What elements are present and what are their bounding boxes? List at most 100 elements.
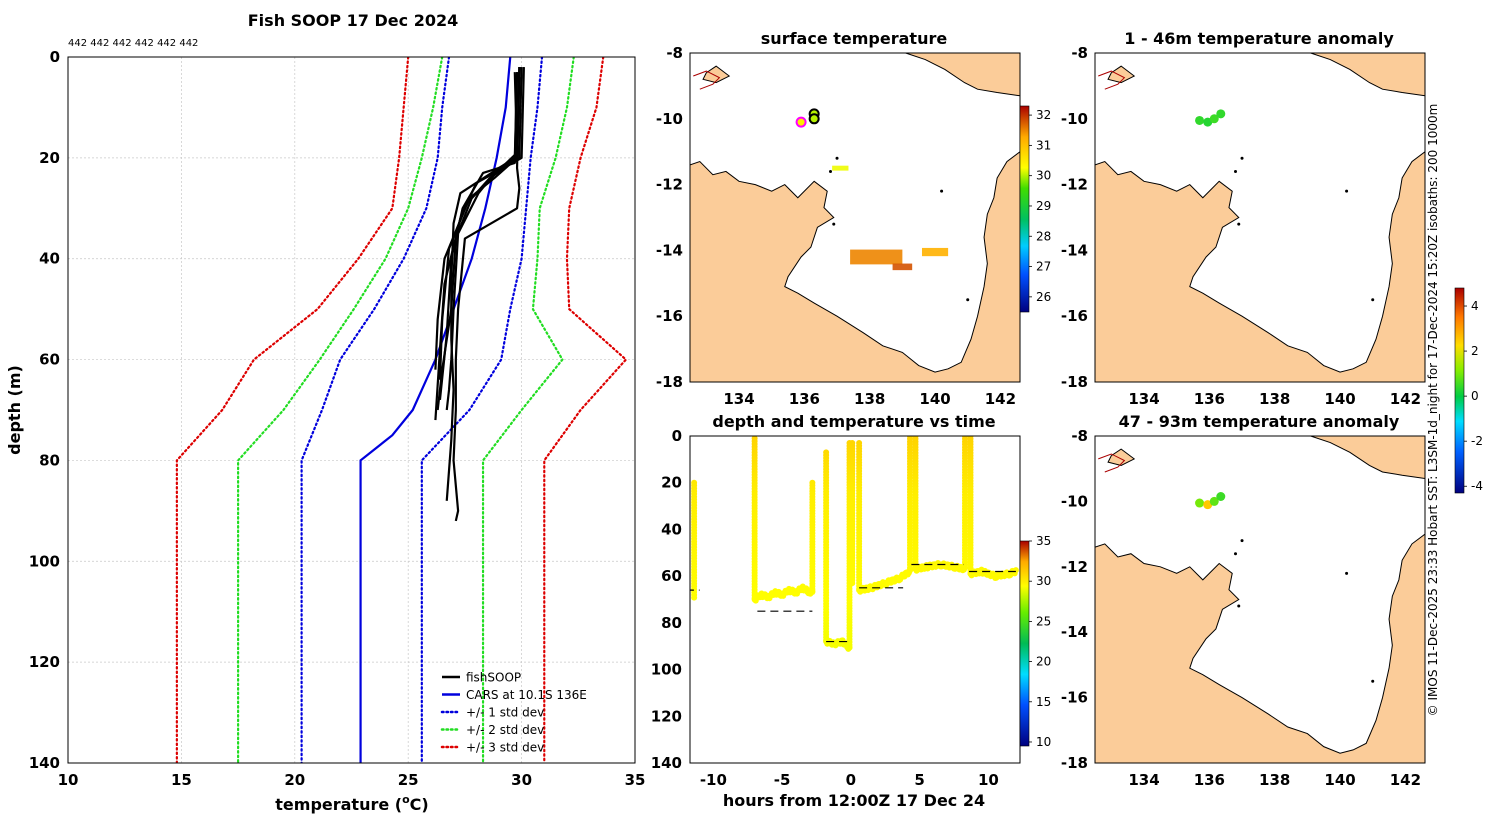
time-y-tick-label: 120 [651, 707, 682, 725]
island [832, 222, 836, 226]
land-mass [1310, 436, 1425, 480]
colorbar-tick-label: 20 [1036, 655, 1051, 669]
colorbars: 26 27 28 29 30 31 32 10 15 20 25 30 35 -4 -2 0 2 4 [1019, 105, 1483, 749]
map-lat-tick-label: -14 [1061, 241, 1088, 259]
colorbar-tick-label: 35 [1036, 534, 1051, 548]
temperature-sample [691, 594, 698, 601]
std-dev-line [175, 57, 410, 763]
map-lat-tick-label: -16 [1061, 307, 1088, 325]
map-frame [1094, 435, 1426, 764]
temperature-sample [846, 644, 853, 651]
profile-title: Fish SOOP 17 Dec 2024 [248, 11, 458, 30]
observation-marker [808, 113, 820, 125]
map-lat-tick-label: -10 [1061, 110, 1088, 128]
profile-y-tick-label: 40 [39, 250, 60, 268]
map-lat-tick-label: -12 [656, 176, 683, 194]
land-mass [1107, 65, 1136, 84]
colorbar-tick-label: 0 [1471, 389, 1479, 403]
profile-x-tick-label: 15 [171, 771, 192, 789]
colorbar-tick-label: 15 [1036, 695, 1051, 709]
river-line [693, 70, 721, 90]
fishsoop-cast-line [438, 72, 519, 401]
temperature-sample [1012, 567, 1019, 574]
depth-time-marks [690, 436, 1019, 652]
profile-x-label: temperature (oC) [275, 793, 428, 814]
time-y-tick-label: 40 [661, 520, 682, 538]
legend-label: +/- 3 std dev [466, 741, 544, 755]
observation-marker [795, 116, 807, 128]
profile-y-tick-label: 80 [39, 451, 60, 469]
island [1237, 604, 1241, 608]
observation-marker [1209, 496, 1219, 506]
sst-map-title: surface temperature [761, 29, 948, 48]
profile-x-tick-label: 30 [511, 771, 532, 789]
map-lon-tick-label: 134 [1128, 771, 1159, 789]
map-lon-tick-label: 142 [1390, 771, 1421, 789]
map-lon-tick-label: 138 [854, 390, 885, 408]
sst-patch [921, 247, 949, 257]
island [940, 189, 944, 193]
map-lon-tick-label: 136 [789, 390, 820, 408]
time-y-tick-label: 140 [651, 754, 682, 772]
profile-x-tick-label: 20 [284, 771, 305, 789]
profile-y-tick-label: 120 [29, 653, 60, 671]
island [1240, 539, 1244, 543]
sst-patch [832, 165, 849, 171]
temperature-sample [962, 564, 968, 571]
profile-y-tick-label: 60 [39, 351, 60, 369]
map-lat-tick-label: -8 [1071, 44, 1088, 62]
colorbar-tick-label: 25 [1036, 614, 1051, 628]
profile-x-ticks: 10 15 20 25 30 35 [58, 771, 646, 789]
map-lon-tick-label: 140 [1324, 771, 1355, 789]
land-mass [702, 65, 731, 84]
profile-x-tick-label: 35 [625, 771, 646, 789]
time-y-tick-label: 60 [661, 567, 682, 585]
colorbar-tick-label: 10 [1036, 735, 1051, 749]
colorbar-tick-label: 2 [1471, 344, 1479, 358]
profile-y-tick-label: 0 [50, 48, 60, 66]
imos-credit: © IMOS 11-Dec-2025 23:33 Hobart SST: L3S… [1426, 104, 1440, 717]
time-y-tick-label: 100 [651, 661, 682, 679]
profile-y-tick-label: 100 [29, 552, 60, 570]
time-x-tick-label: 5 [914, 771, 924, 789]
profile-grid [67, 56, 636, 764]
colorbar-tick-label: 26 [1036, 290, 1051, 304]
land-mass [1095, 533, 1425, 763]
map-lat-tick-label: -10 [656, 110, 683, 128]
anomaly-map-2-title: 47 - 93m temperature anomaly [1119, 412, 1400, 431]
time-x-tick-label: 0 [846, 771, 856, 789]
time-y-tick-label: 80 [661, 614, 682, 632]
map-lon-tick-label: 142 [985, 390, 1016, 408]
map-lon-tick-label: 142 [1390, 390, 1421, 408]
legend-label: CARS at 10.1S 136E [466, 688, 587, 702]
island [1345, 571, 1349, 575]
depth-time-title: depth and temperature vs time [712, 412, 995, 431]
depth-time-colorbar [1019, 540, 1030, 747]
fishsoop-cast-line [445, 67, 521, 411]
profile-legend: fishSOOP CARS at 10.1S 136E +/- 1 std dev +… [440, 671, 587, 755]
time-x-tick-label: -10 [700, 771, 727, 789]
sst-map-panel: surface temperature 134 136 138 140 142 -8 -10… [656, 29, 1021, 408]
land-mass [1095, 151, 1425, 382]
colorbar-tick-label: 28 [1036, 229, 1051, 243]
island [1233, 552, 1237, 556]
land-mass [1107, 448, 1136, 466]
map-content [1095, 53, 1425, 382]
cars-line [359, 57, 512, 763]
profile-y-label: depth (m) [5, 365, 24, 455]
legend-label: +/- 2 std dev [466, 723, 544, 737]
map-lon-tick-label: 134 [1128, 390, 1159, 408]
colorbar-tick-label: 32 [1036, 108, 1051, 122]
anomaly-map-1-panel: 1 - 46m temperature anomaly 134 136 138 140… [1061, 29, 1426, 408]
colorbar-tick-label: 30 [1036, 574, 1051, 588]
island [1345, 189, 1349, 193]
profile-y-tick-label: 20 [39, 149, 60, 167]
profile-x-tick-label: 10 [58, 771, 79, 789]
map-lat-tick-label: -18 [1061, 754, 1088, 772]
observation-marker [1195, 498, 1205, 508]
temperature-sample [809, 589, 816, 596]
sst-patch [850, 249, 903, 265]
colorbar-tick-label: 31 [1036, 138, 1051, 152]
fishsoop-cast-line [434, 67, 525, 421]
